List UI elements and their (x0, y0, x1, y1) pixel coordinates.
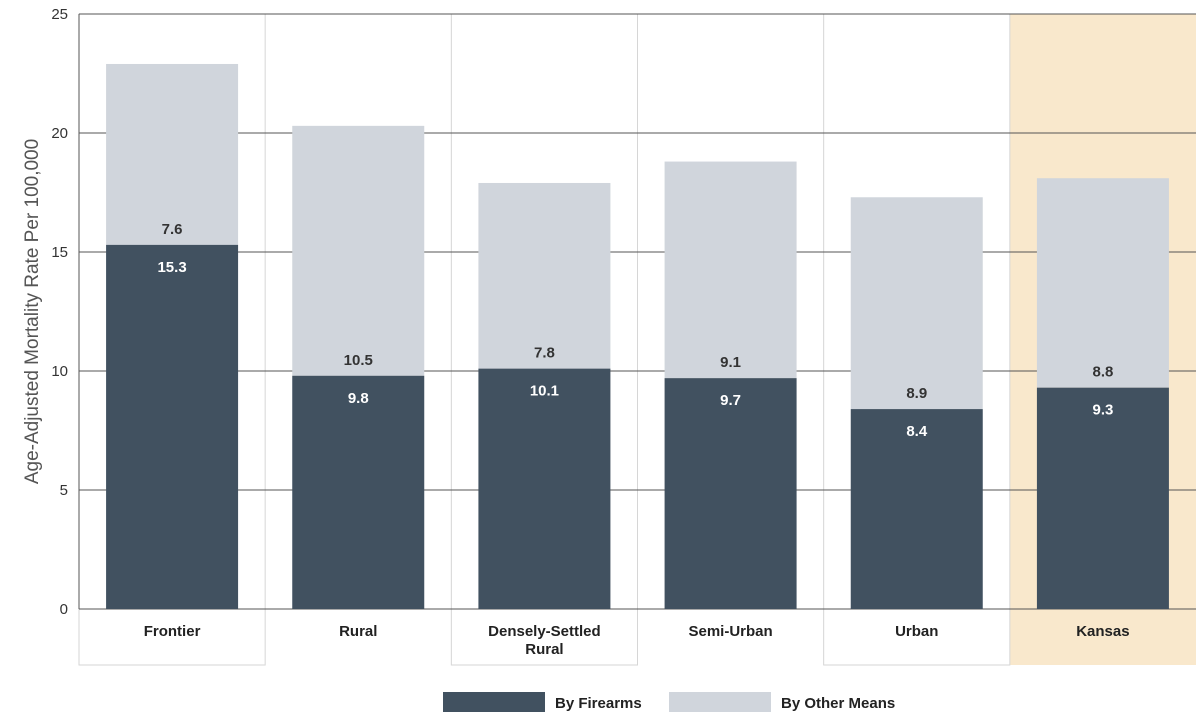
x-tick-label: Densely-Settled (488, 623, 601, 640)
data-label-other-means: 9.1 (720, 354, 741, 371)
data-label-firearms: 10.1 (530, 383, 559, 400)
legend-label-other-means: By Other Means (781, 695, 895, 712)
y-tick-label: 20 (51, 125, 68, 142)
legend-swatch-firearms (443, 692, 545, 712)
bar-firearms[interactable] (292, 375, 425, 609)
bar-other-means[interactable] (478, 182, 611, 369)
bar-other-means[interactable] (850, 197, 983, 410)
bar-other-means[interactable] (1036, 178, 1169, 388)
bar-firearms[interactable] (664, 378, 797, 609)
data-label-other-means: 10.5 (344, 352, 373, 369)
bar-other-means[interactable] (664, 161, 797, 379)
data-label-other-means: 8.9 (906, 385, 927, 402)
x-tick-label: Frontier (144, 623, 201, 640)
y-axis-label: Age-Adjusted Mortality Rate Per 100,000 (22, 139, 43, 484)
data-label-firearms: 8.4 (906, 423, 928, 440)
y-tick-label: 15 (51, 244, 68, 261)
x-tick-label: Urban (895, 623, 938, 640)
legend-swatch-other-means (669, 692, 771, 712)
y-tick-label: 0 (60, 601, 68, 618)
bar-firearms[interactable] (478, 368, 611, 609)
x-tick-label: Kansas (1076, 623, 1129, 640)
y-tick-label: 25 (51, 6, 68, 23)
bar-other-means[interactable] (292, 125, 425, 376)
data-label-other-means: 7.6 (162, 221, 183, 238)
y-tick-label: 5 (60, 482, 68, 499)
data-label-firearms: 9.8 (348, 390, 369, 407)
data-label-other-means: 8.8 (1092, 364, 1113, 381)
x-tick-label: Semi-Urban (688, 623, 772, 640)
data-label-firearms: 15.3 (157, 259, 186, 276)
bar-other-means[interactable] (106, 63, 239, 245)
x-tick-label: Rural (525, 641, 563, 658)
data-label-firearms: 9.3 (1092, 402, 1113, 419)
legend-label-firearms: By Firearms (555, 695, 642, 712)
x-tick-label: Rural (339, 623, 377, 640)
y-tick-label: 10 (51, 363, 68, 380)
data-label-firearms: 9.7 (720, 392, 741, 409)
data-label-other-means: 7.8 (534, 345, 555, 362)
bar-firearms[interactable] (850, 409, 983, 609)
bar-firearms[interactable] (1036, 387, 1169, 609)
bar-firearms[interactable] (106, 244, 239, 610)
